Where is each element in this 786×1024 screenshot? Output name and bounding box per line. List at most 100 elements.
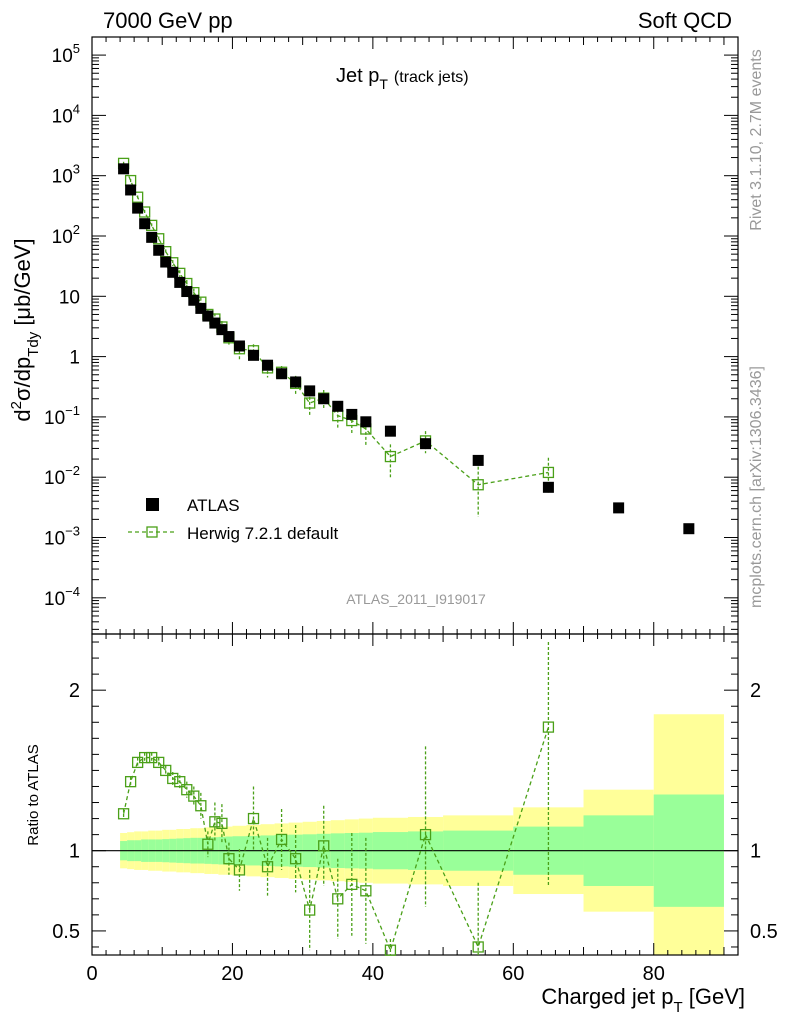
ratio-uncertainty-bands — [120, 714, 724, 955]
side-label-rivet: Rivet 3.1.10, 2.7M events — [748, 49, 765, 230]
atlas-point-12 — [202, 310, 214, 322]
mc-ratio-point-26 — [384, 944, 397, 956]
y-tick-label--2: 10−2 — [44, 463, 80, 489]
ratio-tick-label-left-0: 0.5 — [52, 921, 80, 943]
mc-ratio-point-28 — [472, 941, 484, 953]
atlas-point-7 — [167, 266, 179, 278]
atlas-point-9 — [181, 286, 193, 298]
ratio-tick-label-left-1: 1 — [69, 841, 80, 863]
atlas-point-16 — [233, 340, 245, 352]
mc-ratio-point-3 — [139, 751, 151, 764]
atlas-point-22 — [318, 393, 330, 405]
atlas-point-4 — [146, 231, 158, 243]
atlas-point-25 — [360, 416, 372, 428]
atlas-point-3 — [139, 218, 151, 230]
atlas-point-5 — [153, 244, 165, 256]
mc-ratio-point-24 — [346, 878, 358, 891]
mc-main-point-2 — [131, 191, 144, 203]
mc-ratio-point-5 — [153, 756, 165, 769]
header-left: 7000 GeV pp — [103, 8, 233, 33]
main-panel-frame — [91, 36, 739, 635]
ratio-tick-label-right-0: 0.5 — [750, 921, 778, 943]
atlas-point-29 — [542, 481, 554, 493]
mc-ratio-point-23 — [332, 893, 344, 905]
axes-layer — [91, 36, 739, 956]
legend: ATLAS Herwig 7.2.1 default — [128, 496, 338, 543]
mc-main-point-29 — [542, 466, 555, 479]
atlas-point-14 — [216, 324, 228, 336]
mc-ratio-point-9 — [181, 784, 193, 796]
legend-label-atlas: ATLAS — [187, 496, 240, 515]
atlas-point-26 — [384, 425, 396, 437]
mc-ratio-point-10 — [188, 790, 200, 802]
y-tick-label-5: 105 — [52, 41, 80, 67]
side-label-mcplots: mcplots.cern.ch [arXiv:1306.3436] — [748, 366, 765, 608]
mc-ratio-point-12 — [202, 838, 214, 850]
mc-ratio-point-29 — [542, 721, 555, 733]
mc-ratio-point-19 — [275, 833, 288, 846]
analysis-watermark: ATLAS_2011_I919017 — [346, 591, 486, 607]
mc-ratio-point-11 — [195, 800, 207, 812]
y-axis-label: d2σ/dpTdy [μb/GeV] — [8, 238, 42, 421]
atlas-point-15 — [223, 331, 235, 343]
mc-ratio-point-25 — [360, 885, 372, 897]
atlas-point-1 — [125, 184, 137, 196]
mc-ratio-point-6 — [160, 764, 172, 777]
mc-ratio-point-17 — [247, 812, 260, 825]
y-tick-label-3: 103 — [52, 162, 80, 188]
atlas-point-13 — [209, 317, 221, 329]
mc-ratio-point-13 — [209, 816, 221, 828]
x-tick-label-40: 40 — [362, 963, 384, 985]
mc-main-line — [122, 163, 549, 486]
x-axis-label: Charged jet pT [GeV] — [541, 984, 745, 1016]
y-tick-label-4: 104 — [52, 101, 80, 127]
mc-ratio-point-15 — [223, 853, 235, 865]
atlas-point-10 — [188, 294, 200, 306]
ratio-tick-label-left-2: 2 — [69, 680, 80, 702]
mc-ratio-line — [122, 726, 550, 953]
y-tick-label--3: 10−3 — [44, 524, 80, 550]
mc-ratio-point-14 — [216, 817, 228, 830]
mc-ratio-point-22 — [318, 840, 330, 852]
y-tick-label--1: 10−1 — [44, 403, 80, 429]
x-tick-label-80: 80 — [643, 963, 665, 985]
atlas-point-0 — [118, 163, 130, 175]
ratio-y-axis-label: Ratio to ATLAS — [25, 744, 42, 845]
y-tick-label-1: 10 — [59, 287, 80, 308]
ratio-tick-label-right-1: 1 — [750, 841, 761, 863]
x-tick-label-0: 0 — [86, 963, 97, 985]
x-tick-label-20: 20 — [221, 963, 243, 985]
atlas-point-24 — [346, 408, 358, 420]
atlas-point-17 — [248, 349, 259, 361]
labels-layer: 0 20 40 60 80 10−4 10−3 10−2 10−1 1 10 102 103 104 105… — [44, 41, 778, 985]
y-tick-label--4: 10−4 — [44, 584, 80, 610]
plot-title: Jet pT (track jets) — [336, 65, 469, 92]
mc-ratio-point-8 — [174, 776, 186, 788]
legend-label-herwig: Herwig 7.2.1 default — [187, 524, 338, 543]
legend-marker-atlas — [146, 498, 159, 511]
atlas-point-30 — [613, 502, 625, 514]
atlas-point-19 — [276, 368, 288, 380]
atlas-point-6 — [160, 256, 172, 268]
atlas-point-20 — [290, 376, 302, 388]
mc-ratio-point-7 — [167, 772, 179, 785]
atlas-point-2 — [132, 202, 144, 214]
mc-ratio-point-18 — [261, 861, 274, 873]
header-right: Soft QCD — [638, 8, 732, 33]
mc-main-point-21 — [304, 397, 316, 409]
atlas-point-28 — [472, 454, 484, 466]
mc-ratio-point-16 — [233, 864, 246, 876]
atlas-point-27 — [420, 438, 432, 450]
atlas-point-11 — [195, 302, 207, 314]
mc-ratio-point-1 — [124, 776, 137, 788]
atlas-point-31 — [683, 523, 695, 535]
atlas-point-18 — [262, 359, 274, 371]
atlas-point-8 — [174, 276, 186, 288]
legend-marker-herwig — [146, 526, 158, 538]
mc-main-point-28 — [472, 479, 484, 491]
mc-main-point-26 — [384, 450, 397, 463]
mc-ratio-point-0 — [117, 808, 130, 820]
mc-ratio-point-21 — [304, 904, 316, 916]
ratio-tick-label-right-2: 2 — [750, 680, 761, 702]
